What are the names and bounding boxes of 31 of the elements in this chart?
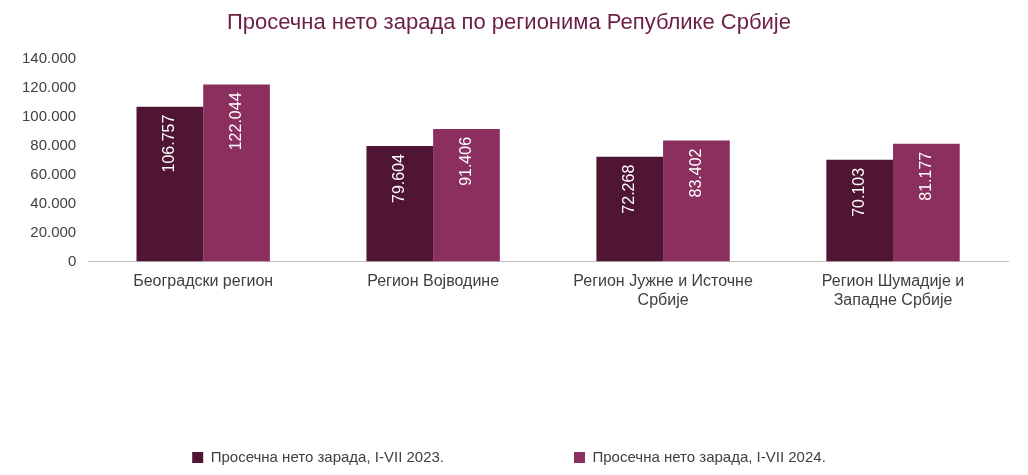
y-tick-label: 40.000 xyxy=(30,193,77,211)
bar xyxy=(136,106,204,262)
bar xyxy=(893,143,960,262)
x-tick-label: Регион Шумадије и Западне Србије xyxy=(821,271,965,308)
bar xyxy=(663,140,730,262)
data-label: 91.406 xyxy=(456,136,474,186)
chart-title: Просечна нето зарада по регионима Републике Србије xyxy=(227,9,791,35)
bar xyxy=(826,159,894,262)
bar xyxy=(366,146,434,262)
y-tick-label: 140.000 xyxy=(21,48,77,66)
data-label: 106.757 xyxy=(160,114,178,173)
y-tick-label: 60.000 xyxy=(30,164,77,182)
bar xyxy=(203,84,270,262)
y-tick-label: 100.000 xyxy=(21,106,77,124)
y-tick-label: 120.000 xyxy=(21,77,77,95)
legend-label: Просечна нето зарада, I-VII 2023. xyxy=(210,447,445,465)
y-tick-label: 0 xyxy=(67,251,77,269)
data-label: 79.604 xyxy=(390,153,408,203)
bar xyxy=(433,128,500,262)
data-label: 81.177 xyxy=(916,151,934,201)
data-label: 122.044 xyxy=(226,92,244,151)
y-tick-label: 20.000 xyxy=(30,222,77,240)
x-tick-label: Београдски регион xyxy=(133,271,274,289)
x-tick-label: Регион Јужне и Источне Србије xyxy=(573,271,753,308)
y-tick-label: 80.000 xyxy=(30,135,77,153)
data-label: 83.402 xyxy=(686,148,704,198)
x-tick-label: Регион Војводине xyxy=(367,271,500,289)
bar xyxy=(596,156,664,262)
data-label: 70.103 xyxy=(850,167,868,217)
legend-label: Просечна нето зарада, I-VII 2024. xyxy=(592,447,826,465)
data-label: 72.268 xyxy=(620,164,638,214)
